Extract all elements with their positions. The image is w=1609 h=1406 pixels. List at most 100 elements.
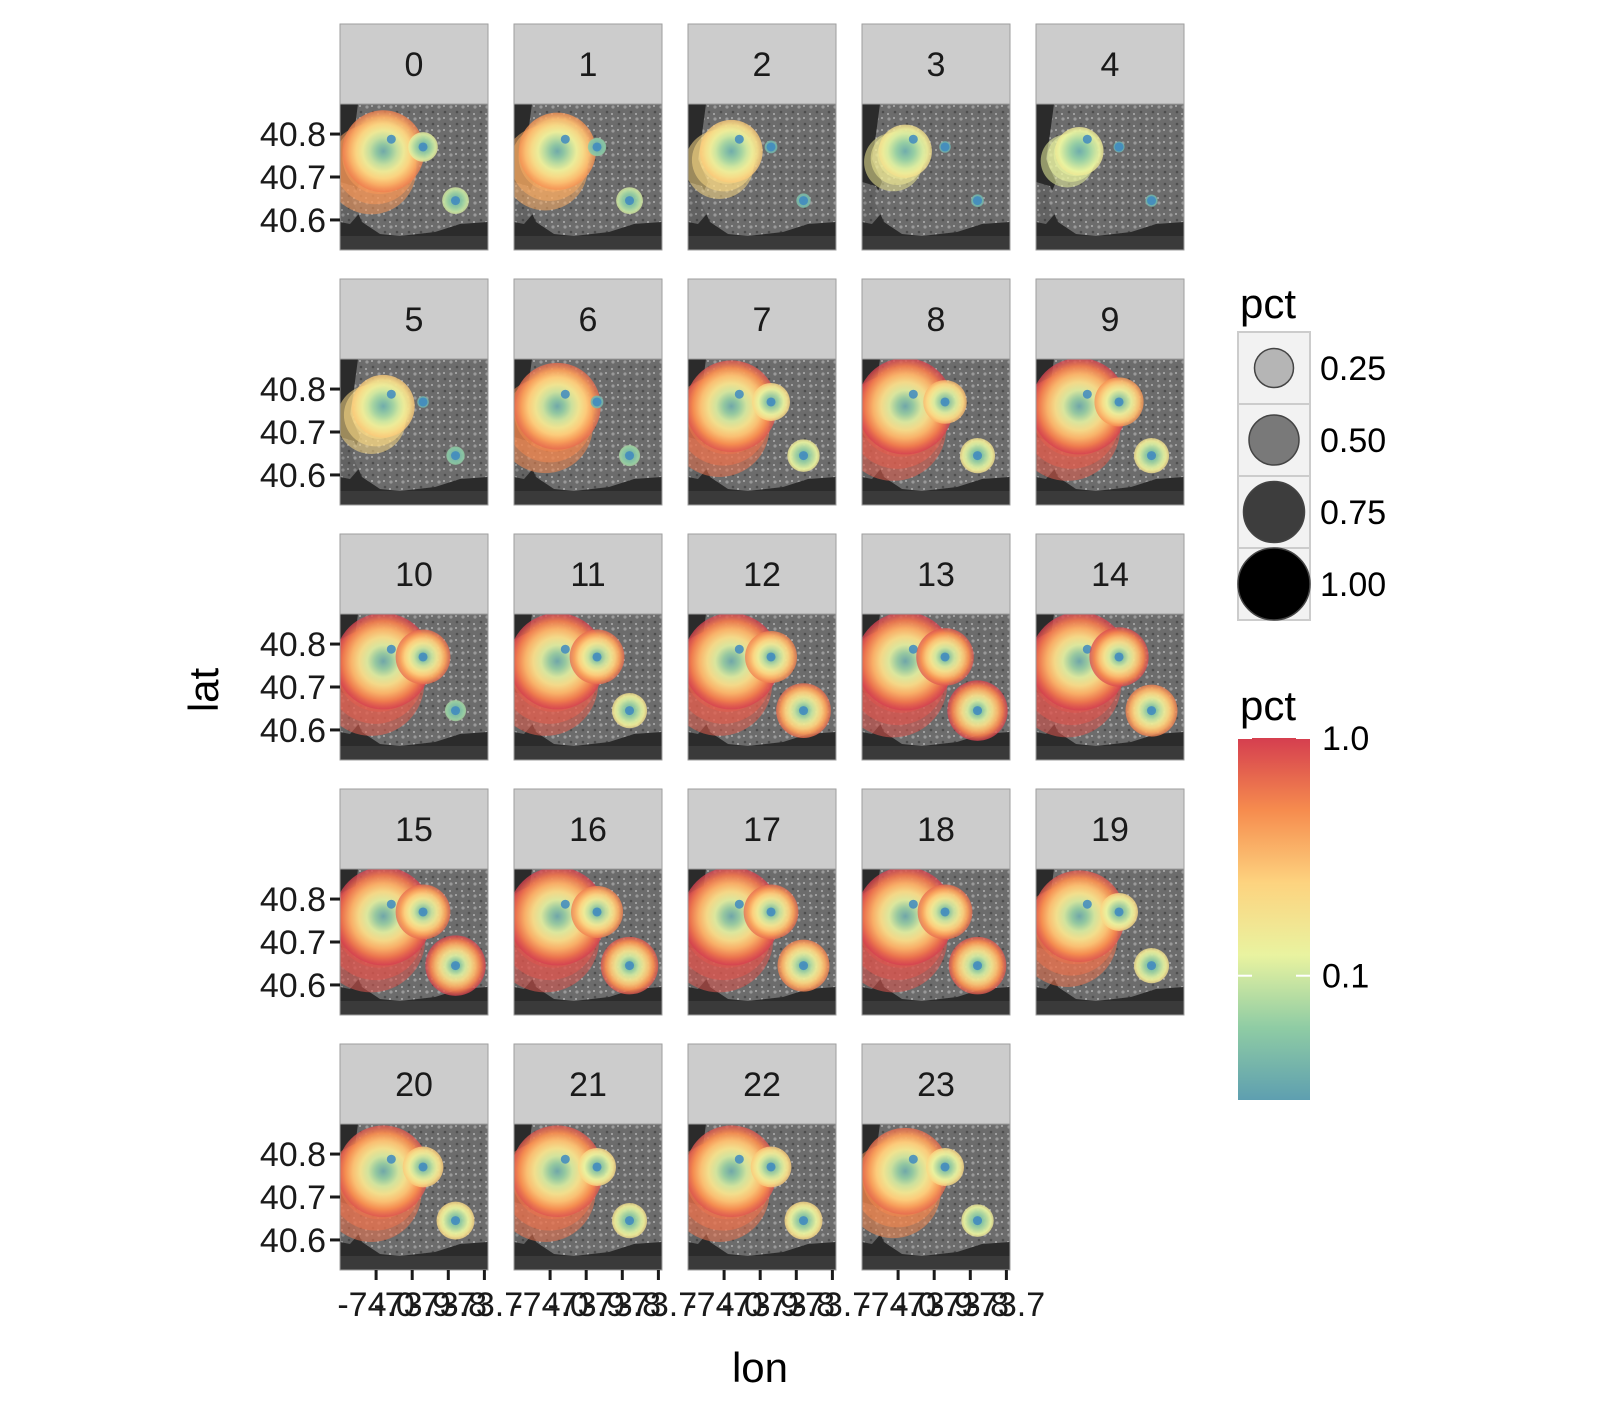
hotspot-core	[734, 899, 744, 909]
size-legend-label: 0.75	[1320, 494, 1386, 532]
map-panel	[687, 868, 837, 1016]
facet-strip-label: 20	[395, 1066, 433, 1104]
facet-strip-label: 10	[395, 556, 433, 594]
x-tick-label: -73.8	[584, 1286, 662, 1324]
hotspot-0	[1036, 870, 1126, 963]
facet-strip-label: 17	[743, 811, 781, 849]
facet-strip	[513, 533, 663, 615]
hotspot-core	[1147, 961, 1157, 971]
y-tick-label: 40.6	[260, 1222, 326, 1260]
facet-strip	[861, 788, 1011, 870]
facet-strip	[513, 23, 663, 105]
hotspot-core	[418, 652, 428, 662]
hotspot-core	[908, 1154, 918, 1164]
y-tick-label: 40.7	[260, 414, 326, 452]
map-water	[514, 746, 662, 760]
map-panel	[1035, 103, 1185, 251]
x-tick-label: -74.0	[337, 1286, 415, 1324]
hotspot-0	[1055, 127, 1104, 176]
hotspot-core	[625, 451, 635, 461]
hotspot-core	[625, 1216, 635, 1226]
facet-strip	[1035, 278, 1185, 360]
facet-strip-label: 23	[917, 1066, 955, 1104]
facet-panel-21: 21	[513, 1043, 663, 1271]
hotspot-core	[1114, 652, 1124, 662]
map-water	[340, 236, 488, 250]
hotspot-core	[560, 899, 570, 909]
hotspot-0	[340, 1125, 430, 1218]
x-tick-label: -73.8	[758, 1286, 836, 1324]
facet-strip-label: 16	[569, 811, 607, 849]
facet-strip	[339, 1043, 489, 1125]
hotspot-core	[1147, 451, 1157, 461]
facet-strip	[339, 533, 489, 615]
facet-strip-label: 9	[1101, 301, 1120, 339]
facet-panel-4: 4	[1035, 23, 1185, 251]
hotspot-0	[688, 360, 778, 453]
hotspot-core	[973, 1216, 983, 1226]
y-tick-label: 40.8	[260, 881, 326, 919]
x-tick-label: -73.8	[410, 1286, 488, 1324]
map-panel	[513, 103, 663, 251]
hotspot-core	[386, 644, 396, 654]
map-panel	[861, 358, 1011, 506]
map-panel	[1035, 868, 1185, 1016]
facet-strip-label: 2	[753, 46, 772, 84]
x-tick-label: -73.9	[373, 1286, 451, 1324]
facet-strip-label: 19	[1091, 811, 1129, 849]
hotspot-core	[560, 389, 570, 399]
y-axis-title: lat	[180, 667, 227, 712]
facet-panel-7: 7	[687, 278, 837, 506]
hotspot-core	[418, 907, 428, 917]
facet-panel-18: 18	[861, 788, 1011, 1016]
map-panel	[339, 868, 489, 1016]
map-land-staten	[1036, 182, 1060, 224]
map-panel	[513, 868, 663, 1016]
hotspot-0	[688, 1125, 778, 1218]
facet-strip-label: 13	[917, 556, 955, 594]
map-panel	[339, 358, 489, 506]
map-panel	[1035, 613, 1185, 761]
size-legend-circle	[1242, 480, 1306, 544]
facet-strip	[339, 278, 489, 360]
map-panel	[687, 613, 837, 761]
y-tick-label: 40.8	[260, 626, 326, 664]
y-tick-label: 40.7	[260, 159, 326, 197]
hotspot-core	[940, 907, 950, 917]
hotspot-core	[734, 644, 744, 654]
map-water	[514, 491, 662, 505]
x-tick-label: -73.9	[721, 1286, 799, 1324]
map-water	[862, 746, 1010, 760]
map-land-staten	[862, 182, 886, 224]
hotspot-core	[1147, 706, 1157, 716]
hotspot-core	[908, 899, 918, 909]
y-tick-label: 40.6	[260, 202, 326, 240]
hotspot-core	[940, 652, 950, 662]
hotspot-core	[1114, 142, 1124, 152]
facet-strip	[687, 533, 837, 615]
x-tick-label: -73.7	[968, 1286, 1046, 1324]
facet-strip	[687, 1043, 837, 1125]
x-axis-title: lon	[732, 1344, 788, 1391]
facet-strip-label: 18	[917, 811, 955, 849]
hotspot-core	[1082, 134, 1092, 144]
y-tick-label: 40.6	[260, 457, 326, 495]
facet-panel-3: 3	[861, 23, 1011, 251]
facet-strip-label: 15	[395, 811, 433, 849]
facet-strip	[861, 23, 1011, 105]
map-panel	[513, 358, 663, 506]
hotspot-core	[908, 644, 918, 654]
facet-strip-label: 3	[927, 46, 946, 84]
facet-panel-10: 10	[339, 533, 489, 761]
size-legend-label: 0.25	[1320, 350, 1386, 388]
facet-panel-22: 22	[687, 1043, 837, 1271]
map-water	[340, 1256, 488, 1270]
y-tick-label: 40.8	[260, 371, 326, 409]
facet-strip	[339, 788, 489, 870]
y-tick-label: 40.8	[260, 116, 326, 154]
facet-panel-5: 5	[339, 278, 489, 506]
map-panel	[861, 613, 1011, 761]
x-tick-label: -73.8	[932, 1286, 1010, 1324]
